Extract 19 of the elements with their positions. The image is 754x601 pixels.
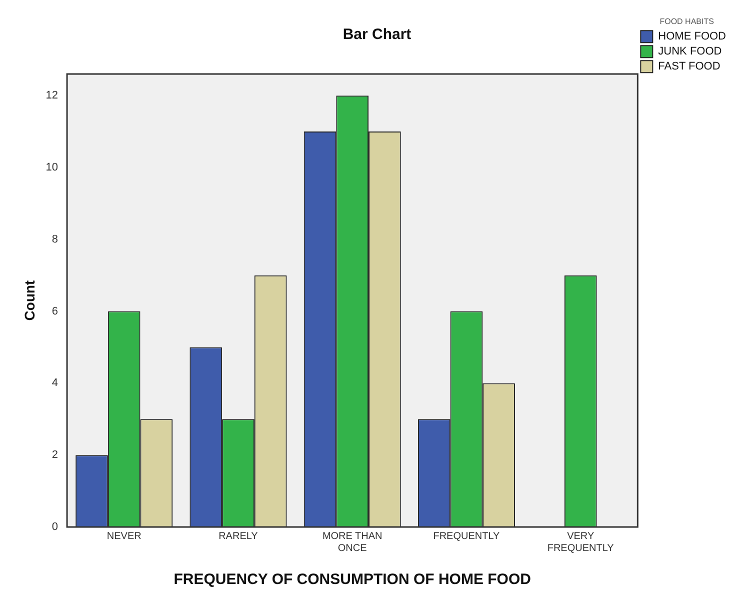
x-axis-title: FREQUENCY OF CONSUMPTION OF HOME FOOD bbox=[174, 571, 532, 588]
y-tick-label: 12 bbox=[46, 90, 58, 102]
y-tick-label: 8 bbox=[52, 233, 58, 246]
x-tick-label: MORE THAN ONCE bbox=[322, 530, 382, 554]
y-axis-title: Count bbox=[21, 280, 38, 321]
x-tick-label: VERY FREQUENTLY bbox=[547, 530, 614, 554]
legend-label: FAST FOOD bbox=[658, 60, 720, 73]
chart-title: Bar Chart bbox=[342, 26, 412, 44]
y-tick-label: 2 bbox=[52, 449, 58, 462]
legend-title: FOOD HABITS bbox=[660, 17, 714, 26]
y-tick-label: 4 bbox=[52, 377, 58, 390]
y-tick-label: 6 bbox=[52, 305, 58, 318]
y-tick-label: 10 bbox=[46, 162, 58, 174]
x-tick-label: FREQUENTLY bbox=[433, 530, 500, 542]
x-tick-label: RARELY bbox=[218, 530, 258, 542]
legend-label: JUNK FOOD bbox=[658, 46, 722, 58]
y-tick-label: 0 bbox=[52, 521, 58, 534]
x-tick-label: NEVER bbox=[106, 530, 142, 542]
legend-label: HOME FOOD bbox=[658, 30, 726, 43]
